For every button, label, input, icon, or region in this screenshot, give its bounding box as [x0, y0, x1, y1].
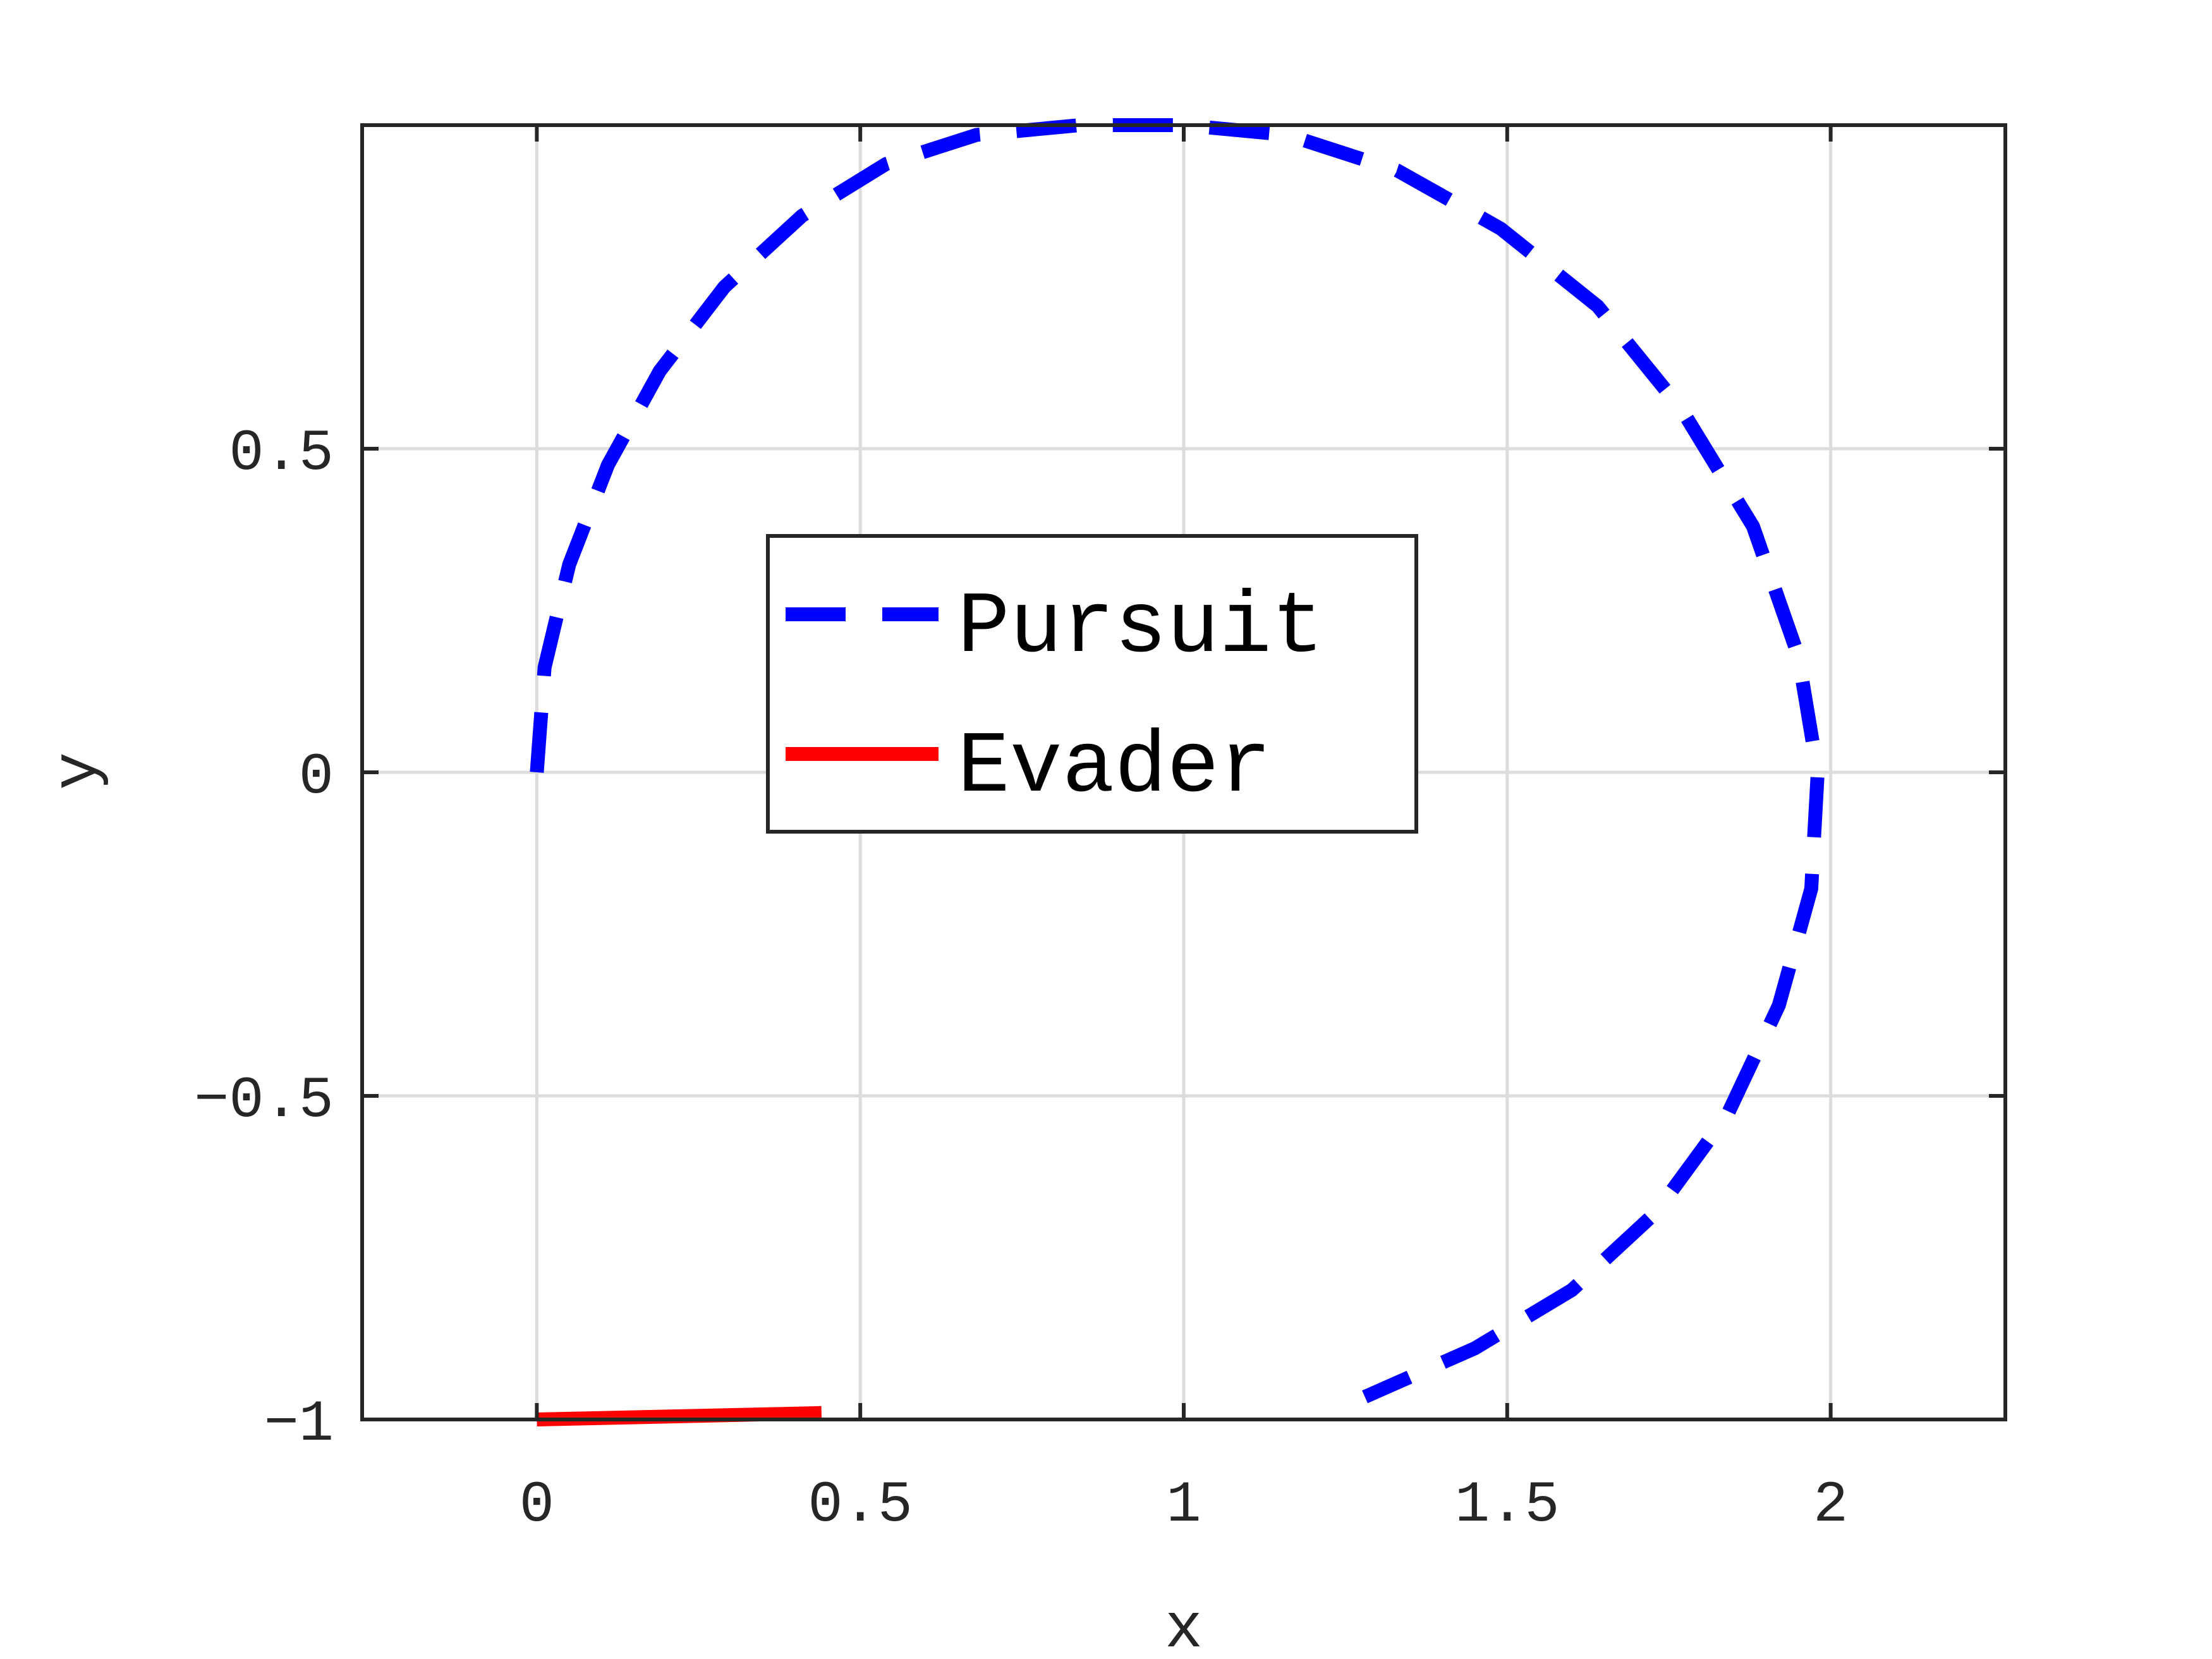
legend-pursuit-label: Pursuit	[957, 579, 1324, 678]
x-axis-label: x	[1165, 1595, 1203, 1659]
legend-evader-label: Evader	[957, 719, 1272, 817]
x-tick-label: 0.5	[808, 1472, 913, 1538]
legend-box	[766, 534, 1418, 834]
y-tick-label: −1	[264, 1391, 334, 1457]
y-tick-label: −0.5	[194, 1067, 334, 1134]
y-tick-label: 0	[299, 744, 334, 810]
y-axis-label: y	[43, 752, 114, 790]
x-tick-label: 1.5	[1455, 1472, 1560, 1538]
x-tick-label: 0	[520, 1472, 554, 1538]
legend: Pursuit Evader	[766, 534, 1418, 834]
x-tick-label: 2	[1813, 1472, 1848, 1538]
x-tick-label: 1	[1166, 1472, 1201, 1538]
axis-ticks	[362, 125, 2005, 1421]
y-tick-label: 0.5	[229, 420, 334, 487]
pursuit-path	[530, 118, 1825, 1404]
tick-labels: 0 0.5 1 1.5 2 −1 −0.5 0 0.5	[194, 420, 1848, 1538]
